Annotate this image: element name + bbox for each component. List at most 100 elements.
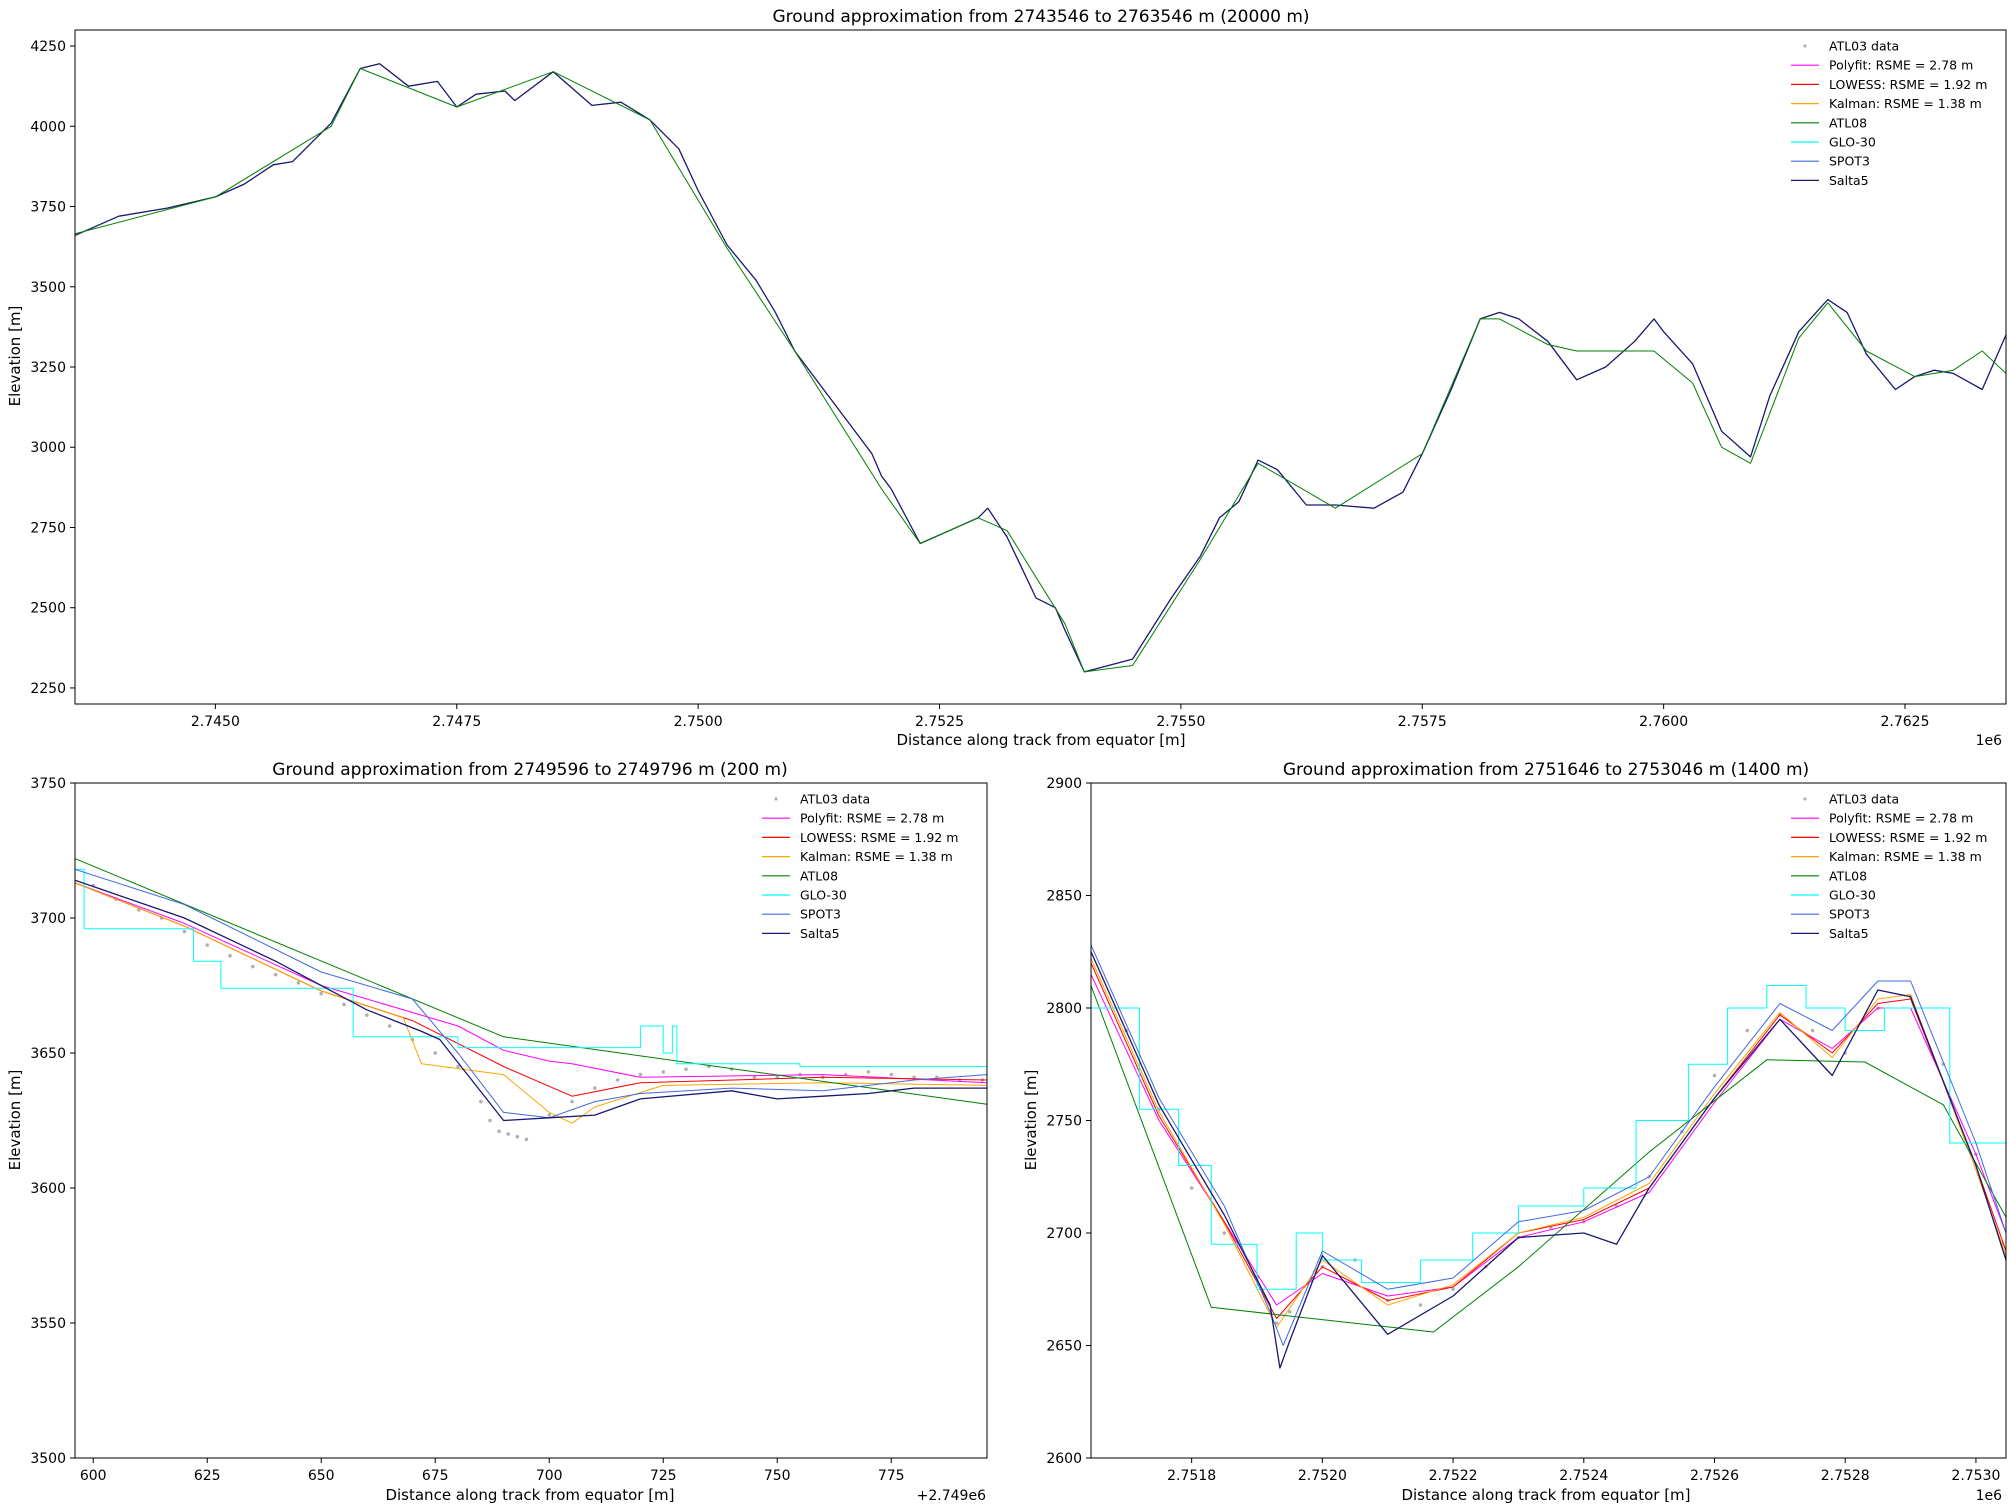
zoom-1400m-ylabel: Elevation [m] — [1022, 1070, 1040, 1171]
zoom-200m-series-atl08 — [75, 858, 987, 1105]
overview-ytick-label: 2500 — [30, 601, 66, 617]
overview-ytick-label: 4250 — [30, 39, 66, 55]
zoom-1400m-legend-kalman-rsme-1-38-m: Kalman: RSME = 1.38 m — [1791, 849, 1982, 864]
zoom-1400m-legend-spot3: SPOT3 — [1791, 907, 1870, 922]
overview-series-atl08 — [75, 68, 2006, 673]
zoom-1400m-atl03-point — [1418, 1303, 1423, 1307]
overview-ytick-label: 3750 — [30, 200, 66, 216]
zoom-200m-legend-lowess-rsme-1-92-m: LOWESS: RSME = 1.92 m — [762, 830, 958, 845]
zoom-200m-ytick-label: 3700 — [30, 911, 66, 927]
overview-legend-polyfit-rsme-2-78-m: Polyfit: RSME = 2.78 m — [1791, 58, 1973, 73]
zoom-200m-atl03-point — [273, 972, 278, 977]
zoom-200m-atl03-point — [456, 1064, 460, 1069]
zoom-200m-atl03-point — [889, 1072, 894, 1077]
zoom-200m-legend-kalman-rsme-1-38-m: Kalman: RSME = 1.38 m — [762, 849, 953, 864]
zoom-200m-xtick-label: 775 — [878, 1468, 905, 1484]
zoom-200m-xtick-label: 750 — [764, 1468, 791, 1484]
overview-xtick-label: 2.7525 — [915, 714, 964, 730]
zoom-1400m-ticks: 2.7518 2.7520 2.7522 2.7524 2.7526 2.7528 2.75… — [1046, 776, 2000, 1484]
overview-ytick-label: 3000 — [30, 440, 66, 456]
legend-label: Polyfit: RSME = 2.78 m — [800, 811, 944, 826]
zoom-200m-atl03-point — [365, 1013, 369, 1017]
zoom-1400m-ytick-label: 2900 — [1046, 776, 1082, 792]
overview-ytick-label: 4000 — [30, 119, 66, 135]
zoom-200m-atl03-point — [593, 1086, 597, 1090]
overview-ylabel: Elevation [m] — [6, 306, 24, 407]
zoom-200m-atl03-point — [912, 1075, 916, 1080]
overview-title: Ground approximation from 2743546 to 276… — [772, 7, 1309, 27]
zoom-1400m-legend-salta5: Salta5 — [1791, 926, 1869, 941]
zoom-200m-atl03-point — [319, 991, 324, 996]
legend-label: Salta5 — [1829, 926, 1869, 941]
zoom-200m-atl03-point — [570, 1099, 574, 1104]
zoom-200m-atl03-point — [296, 981, 301, 985]
legend-label: GLO-30 — [800, 888, 847, 903]
zoom-200m-xtick-label: 725 — [650, 1468, 677, 1484]
legend-marker — [774, 797, 778, 801]
overview-panel: Ground approximation from 2743546 to 276… — [6, 7, 2007, 749]
zoom-200m-ytick-label: 3650 — [30, 1046, 66, 1062]
legend-label: Salta5 — [1829, 173, 1869, 188]
zoom-1400m-offset-label: 1e6 — [1976, 1488, 2003, 1504]
zoom-1400m-legend-glo-30: GLO-30 — [1791, 888, 1876, 903]
legend-label: LOWESS: RSME = 1.92 m — [1829, 77, 1987, 92]
zoom-1400m-xtick-label: 2.7518 — [1167, 1468, 1216, 1484]
zoom-1400m-panel: Ground approximation from 2751646 to 275… — [1022, 760, 2007, 1504]
zoom-1400m-ytick-label: 2850 — [1046, 889, 1082, 905]
overview-xtick-label: 2.7450 — [191, 714, 240, 730]
legend-label: LOWESS: RSME = 1.92 m — [1829, 830, 1987, 845]
zoom-200m-ytick-label: 3500 — [30, 1451, 66, 1467]
zoom-200m-legend-atl08: ATL08 — [762, 868, 838, 883]
zoom-200m-atl03-point — [524, 1137, 529, 1142]
zoom-200m-title: Ground approximation from 2749596 to 274… — [272, 760, 787, 780]
zoom-1400m-ytick-label: 2650 — [1046, 1339, 1082, 1355]
zoom-200m-xtick-label: 625 — [194, 1468, 221, 1484]
overview-ytick-label: 2750 — [30, 520, 66, 536]
legend-marker — [1803, 44, 1807, 48]
zoom-200m-legend-polyfit-rsme-2-78-m: Polyfit: RSME = 2.78 m — [762, 811, 944, 826]
zoom-1400m-series-glo-30 — [1091, 985, 2006, 1290]
zoom-200m-atl03-point — [752, 1075, 757, 1080]
legend-label: ATL03 data — [1829, 39, 1899, 54]
zoom-200m-atl03-point — [661, 1070, 666, 1074]
zoom-200m-panel: Ground approximation from 2749596 to 274… — [6, 760, 988, 1504]
legend-marker — [1803, 797, 1807, 801]
zoom-200m-ticks: 600 625 650 675 700 725 750 775 3500 3550 3600 3650… — [30, 776, 904, 1484]
overview-legend-atl08: ATL08 — [1791, 115, 1867, 130]
legend-label: Polyfit: RSME = 2.78 m — [1829, 58, 1973, 73]
zoom-1400m-ytick-label: 2750 — [1046, 1114, 1082, 1130]
zoom-1400m-legend: ATL03 data Polyfit: RSME = 2.78 m LOWESS: … — [1791, 792, 1987, 941]
overview-plot-area — [75, 63, 2006, 673]
zoom-200m-legend-spot3: SPOT3 — [762, 907, 841, 922]
zoom-200m-atl03-point — [387, 1024, 392, 1028]
legend-label: LOWESS: RSME = 1.92 m — [800, 830, 958, 845]
zoom-200m-legend-atl03-data: ATL03 data — [774, 792, 870, 807]
zoom-1400m-atl03-point — [1287, 1309, 1292, 1314]
legend-label: SPOT3 — [1829, 154, 1870, 169]
zoom-1400m-atl03-point — [1745, 1028, 1749, 1033]
zoom-200m-xtick-label: 675 — [422, 1468, 449, 1484]
zoom-200m-offset-label: +2.749e6 — [917, 1488, 986, 1504]
overview-legend-kalman-rsme-1-38-m: Kalman: RSME = 1.38 m — [1791, 96, 1982, 111]
zoom-1400m-xtick-label: 2.7530 — [1951, 1468, 2000, 1484]
zoom-200m-ytick-label: 3750 — [30, 776, 66, 792]
zoom-200m-atl03-point — [497, 1129, 501, 1134]
overview-legend: ATL03 data Polyfit: RSME = 2.78 m LOWESS: … — [1791, 39, 1987, 188]
zoom-1400m-series-salta5 — [1091, 951, 2006, 1369]
legend-label: Kalman: RSME = 1.38 m — [1829, 96, 1982, 111]
zoom-200m-atl03-point — [515, 1134, 520, 1139]
legend-label: ATL03 data — [1829, 792, 1899, 807]
legend-label: ATL08 — [1829, 115, 1867, 130]
zoom-1400m-xlabel: Distance along track from equator [m] — [1401, 1486, 1690, 1504]
zoom-200m-atl03-point — [205, 943, 210, 947]
zoom-1400m-plot-area — [1091, 944, 2006, 1369]
zoom-1400m-xtick-label: 2.7526 — [1690, 1468, 1739, 1484]
zoom-200m-atl03-point — [228, 954, 232, 958]
zoom-200m-atl03-point — [251, 964, 255, 969]
zoom-200m-atl03-point — [488, 1118, 492, 1123]
zoom-1400m-xtick-label: 2.7522 — [1429, 1468, 1478, 1484]
overview-legend-glo-30: GLO-30 — [1791, 135, 1876, 150]
zoom-1400m-series-spot3 — [1091, 944, 2006, 1346]
zoom-1400m-atl03-point — [1189, 1186, 1194, 1190]
